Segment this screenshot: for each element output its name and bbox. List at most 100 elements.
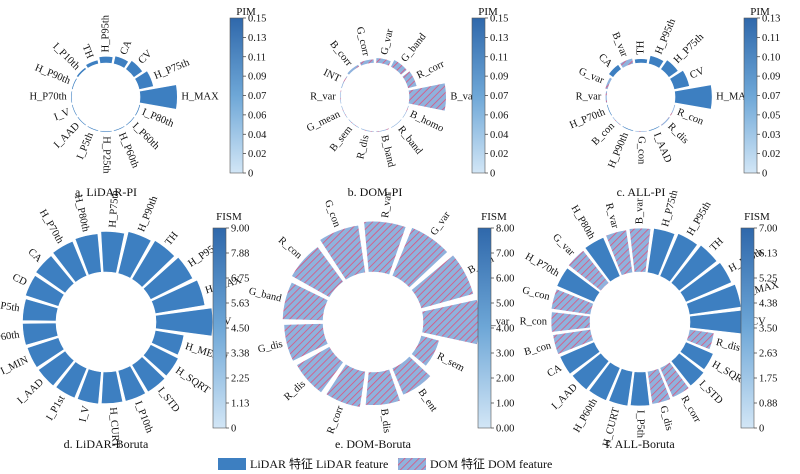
bar-b-var [407, 82, 447, 112]
category-label: R_con [675, 107, 705, 128]
caption-e: e. DOM-Boruta [335, 437, 412, 451]
category-label: H_P90th [136, 194, 160, 233]
category-label: CA [26, 247, 44, 265]
bar-r-dis [360, 127, 375, 133]
bar-cd [25, 275, 65, 307]
category-label: G_var [577, 66, 606, 86]
bar-b-ent [391, 355, 432, 396]
category-label: R_dis [282, 379, 308, 403]
bar-h-max [151, 279, 206, 315]
category-label: R_corr [678, 394, 702, 425]
category-label: I_P80th [140, 107, 176, 130]
category-label: H_P60th [0, 329, 21, 346]
category-label: B_con [590, 120, 618, 148]
bar-cv [155, 307, 214, 337]
bar-h-p60th [588, 361, 621, 401]
colorbar-tick-label: 1.00 [496, 399, 514, 410]
panel-b-colorbar: PIM [478, 6, 498, 18]
category-label: G_con [636, 136, 647, 165]
category-label: I_P1st [45, 394, 68, 423]
colorbar-tick-label: 2.00 [496, 374, 514, 385]
bar-r-var [605, 229, 634, 276]
colorbar-tick-label: 0 [490, 169, 495, 180]
bar-r-dis [296, 346, 344, 394]
bar-g-var [375, 57, 392, 67]
colorbar-tick-label: 0.15 [490, 14, 508, 25]
category-label: R_var [603, 202, 620, 230]
colorbar-title: PIM [750, 6, 770, 18]
bar-i-std [131, 356, 166, 393]
bar-g-var [567, 249, 610, 292]
colorbar-tick-label: 4.00 [496, 324, 514, 335]
bar-i-p80th [134, 104, 141, 117]
bar-b-con [552, 328, 594, 355]
bar-g-band [390, 59, 408, 76]
bar-h-p70th [556, 267, 601, 303]
bar-i-aad [571, 352, 610, 391]
caption-b: b. DOM-PI [348, 185, 403, 199]
bar-g-corr [359, 58, 375, 67]
category-label: CD [10, 272, 28, 288]
category-label: CV [751, 316, 766, 327]
bar-r-var [604, 90, 608, 104]
category-label: G_con [322, 199, 342, 230]
category-label: I_P5th [635, 410, 646, 439]
bar-h-p60th [113, 125, 126, 132]
category-label: R_dis [355, 134, 371, 160]
category-label: B_corr [327, 39, 354, 69]
bar-ca [608, 64, 622, 78]
colorbar-tick-label: 0.03 [762, 130, 780, 141]
colorbar-tick-label: 3.50 [759, 324, 777, 335]
bar-b-con [611, 116, 622, 127]
colorbar-tick-label: 0.02 [248, 149, 266, 160]
category-label: I_P5th [0, 299, 21, 314]
legend-label-lidar: LiDAR 特征 LiDAR feature [250, 456, 388, 471]
category-label: G_var [379, 27, 396, 56]
panel-d-bars: CVH_MEANH_SQRTI_STDI_P10thH_CURTI_VI_P1s… [0, 189, 243, 448]
category-label: R_con [276, 235, 304, 262]
category-label: R_var [380, 191, 394, 218]
category-label: B_var [609, 31, 629, 59]
colorbar-tick-label: 0.09 [762, 72, 780, 83]
bar-h-curt [608, 368, 634, 407]
bar-r-corr [325, 363, 366, 408]
category-label: I_AAD [651, 131, 673, 165]
bar-r-dis [686, 328, 715, 350]
colorbar [740, 227, 755, 429]
category-label: I_P10th [50, 41, 82, 73]
bar-r-con [669, 104, 676, 117]
bar-r-con [291, 246, 344, 298]
colorbar-tick-label: 0.09 [248, 72, 266, 83]
category-label: I_V [78, 404, 92, 423]
bar-h-p70th [606, 104, 613, 117]
colorbar-tick-label: 4.50 [231, 324, 249, 335]
bar-ca [559, 341, 601, 375]
bar-h-p95th [659, 233, 698, 283]
bar-h-p80th [74, 233, 102, 276]
colorbar-tick-label: 0.88 [759, 399, 777, 410]
bar-h-max [674, 84, 713, 110]
category-label: G_mean [305, 109, 342, 135]
category-label: B_dis [378, 408, 392, 434]
bar-int [340, 75, 349, 89]
category-label: H_P70th [29, 91, 67, 102]
bar-h-p90th [679, 262, 732, 303]
panel-a-colorbar: PIM [236, 6, 256, 18]
category-label: B_var [450, 91, 476, 102]
category-label: G_var [550, 232, 577, 259]
bar-g-con [634, 130, 648, 133]
panel-a-ticks: 0.15 0.13 0.11 0.09 0.07 0.06 0.04 0.02 0 [229, 14, 267, 180]
category-label: I_AAD [550, 382, 580, 412]
colorbar-tick-label: 7.00 [496, 249, 514, 260]
category-label: R_dis [715, 337, 742, 354]
colorbar-title: FISM [481, 211, 507, 223]
category-label: H_P70th [37, 208, 66, 246]
caption-d: d. LiDAR-Boruta [64, 437, 149, 451]
bar-i-p10th [76, 67, 87, 78]
bar-h-p80th [584, 236, 621, 283]
category-label: G_corr [354, 26, 371, 58]
colorbar-tick-label: 0.07 [762, 91, 780, 102]
bar-h-p70th [70, 90, 73, 104]
colorbar [477, 227, 492, 429]
colorbar-tick-label: 0.11 [762, 33, 780, 44]
